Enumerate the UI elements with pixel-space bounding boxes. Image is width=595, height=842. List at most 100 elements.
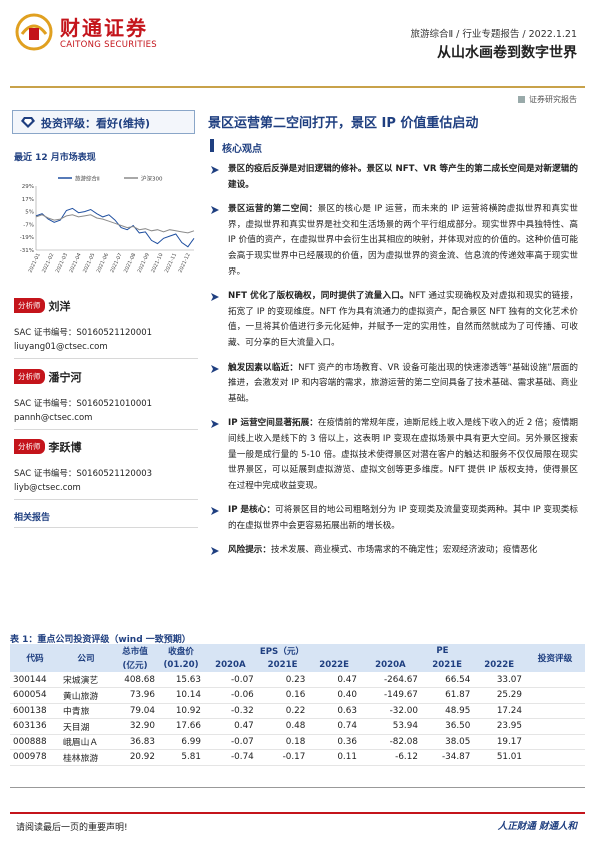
analyst-name: 潘宁河	[48, 370, 82, 384]
key-point-text: 可将景区目的地公司粗略划分为 IP 变现类及流量变现类两种。其中 IP 变现类标…	[228, 505, 578, 531]
x-tick-label: 2021-12	[178, 252, 192, 273]
eps-cell: -0.74	[231, 752, 254, 763]
diamond-icon	[21, 117, 35, 128]
rating-box: 投资评级：看好(维持)	[12, 110, 195, 134]
analyst-sac: SAC 证书编号：S0160521010001	[14, 399, 153, 409]
eps-cell: 0.18	[285, 736, 306, 747]
price-cell: 6.99	[181, 736, 201, 747]
table-row: 300144 宋城演艺 408.68 15.63 -0.07 0.23 0.47 -264.6…	[10, 672, 585, 688]
analyst-email[interactable]: liyb@ctsec.com	[14, 483, 81, 493]
eps-cell: 0.47	[234, 721, 254, 732]
y-tick-label: 17%	[22, 197, 34, 203]
key-point-text: NFT 通过实现确权及对虚拟和现实的链接，拓宽了 IP 的变现维度。NFT 作为…	[228, 291, 579, 348]
key-point-bold: IP 是核心：	[228, 505, 276, 516]
pe-cell: 61.87	[445, 690, 471, 701]
report-type: 证券研究报告	[518, 94, 577, 105]
key-point-text: NFT 资产的市场教育、VR 设备可能出现的快速渗透等“基础设施”层面的推进，会…	[228, 362, 578, 404]
company-cell: 天目湖	[63, 722, 90, 733]
company-cell: 黄山旅游	[63, 691, 99, 702]
x-tick-label: 2021-11	[164, 252, 178, 273]
pe-cell: -6.12	[395, 752, 418, 763]
company-logo: 财通证券 CAITONG SECURITIES	[14, 10, 184, 60]
code: 300144	[13, 674, 47, 685]
x-tick-label: 2021-06	[96, 252, 110, 273]
ratings-table: 代码 公司 总市值 收盘价 EPS（元） PE 投资评级 (亿元) (01.20…	[10, 644, 585, 766]
pe-cell: 17.24	[496, 705, 522, 716]
y-tick-label: 29%	[22, 184, 34, 190]
report-type-icon	[518, 96, 525, 103]
pe-cell: 66.54	[445, 674, 471, 685]
col-price-date: (01.20)	[158, 658, 204, 672]
logo-en: CAITONG SECURITIES	[60, 40, 157, 50]
key-point-text: 景区的核心是 IP 运营，而未来的 IP 运营将横跨虚拟世界和真实世界，虚拟世界…	[228, 204, 578, 277]
col-year: 2021E	[420, 658, 474, 672]
divider	[14, 429, 198, 430]
key-point: IP 运营空间显著拓展：在疫情前的常规年度，迪斯尼线上收入是线下收入的近 2 倍…	[206, 416, 578, 494]
table-row: 600138 中青旅 79.04 10.92 -0.32 0.22 0.63 -32.00 48…	[10, 703, 585, 719]
rating-cell	[525, 734, 585, 750]
code: 000978	[13, 752, 47, 763]
table-bottom-rule	[10, 787, 585, 788]
pe-cell: 25.29	[496, 690, 522, 701]
key-point-bold: 触发因素以临近：	[228, 362, 299, 373]
mktcap-cell: 79.04	[129, 705, 155, 716]
col-price: 收盘价	[158, 644, 204, 658]
subhead: 核心观点	[222, 144, 262, 155]
eps-cell: -0.32	[231, 705, 254, 716]
analyst-tag: 分析师	[14, 369, 45, 384]
pe-cell: -82.08	[389, 736, 418, 747]
arrow-right-icon	[211, 293, 219, 302]
analyst-sac: SAC 证书编号：S0160521120003	[14, 469, 153, 479]
analyst-card: 分析师 刘洋 SAC 证书编号：S0160521120001 liuyang01@…	[14, 295, 198, 359]
table-title: 表 1：重点公司投资评级（wind 一致预期）	[10, 635, 191, 645]
pe-cell: -34.87	[442, 752, 471, 763]
col-pe: PE	[359, 644, 525, 658]
breadcrumb: 旅游综合Ⅱ / 行业专题报告 / 2022.1.21	[410, 29, 577, 40]
analyst-email[interactable]: pannh@ctsec.com	[14, 413, 93, 423]
analyst-email[interactable]: liuyang01@ctsec.com	[14, 342, 108, 352]
y-tick-label: -19%	[20, 235, 34, 241]
analyst-tag: 分析师	[14, 439, 45, 454]
footer-disclaimer: 请阅读最后一页的重要声明!	[16, 823, 128, 833]
legend-label: 沪深300	[141, 175, 163, 183]
eps-cell: -0.07	[231, 736, 254, 747]
arrow-right-icon	[211, 507, 219, 516]
key-point-bold: 景区运营的第二空间：	[228, 204, 318, 215]
header-divider	[10, 86, 585, 88]
rating-cell	[525, 703, 585, 719]
mktcap-cell: 36.83	[129, 736, 155, 747]
pe-cell: 19.17	[496, 736, 522, 747]
code: 000888	[13, 736, 47, 747]
table-row: 000888 峨眉山Ａ 36.83 6.99 -0.07 0.18 0.36 -82.08 38…	[10, 734, 585, 750]
mktcap-cell: 408.68	[124, 674, 155, 685]
eps-cell: 0.47	[337, 674, 357, 685]
eps-cell: -0.17	[282, 752, 306, 763]
logo-mark-icon	[15, 13, 53, 51]
col-mktcap: 总市值	[112, 644, 158, 658]
eps-cell: 0.16	[285, 690, 306, 701]
divider	[14, 358, 198, 359]
key-point-bold: IP 运营空间显著拓展：	[228, 418, 318, 429]
page-title: 从山水画卷到数字世界	[437, 45, 577, 61]
related-reports-heading: 相关报告	[14, 510, 198, 528]
eps-cell: 0.22	[285, 705, 306, 716]
perf-title: 最近 12 月市场表现	[14, 153, 96, 163]
price-cell: 10.92	[175, 705, 201, 716]
x-tick-label: 2021-10	[150, 252, 164, 273]
pe-cell: -264.67	[383, 674, 418, 685]
analyst-name: 刘洋	[48, 299, 71, 313]
report-type-label: 证券研究报告	[529, 95, 577, 104]
analyst-card: 分析师 李跃博 SAC 证书编号：S0160521120003 liyb@ctse…	[14, 436, 198, 500]
x-tick-label: 2021-05	[82, 252, 96, 273]
key-point: IP 是核心：可将景区目的地公司粗略划分为 IP 变现类及流量变现类两种。其中 …	[206, 503, 578, 534]
y-tick-label: -31%	[20, 248, 34, 254]
col-year: 2022E	[473, 658, 525, 672]
key-point: 景区运营的第二空间：景区的核心是 IP 运营，而未来的 IP 运营将横跨虚拟世界…	[206, 202, 578, 280]
x-tick-label: 2021-09	[137, 252, 151, 273]
mktcap-cell: 73.96	[129, 690, 155, 701]
analyst-tag: 分析师	[14, 298, 45, 313]
analyst-card: 分析师 潘宁河 SAC 证书编号：S0160521010001 pannh@cts…	[14, 366, 198, 430]
key-point-text: 技术发展、商业模式、市场需求的不确定性；宏观经济波动；疫情恶化	[270, 545, 538, 556]
col-company: 公司	[60, 644, 112, 672]
